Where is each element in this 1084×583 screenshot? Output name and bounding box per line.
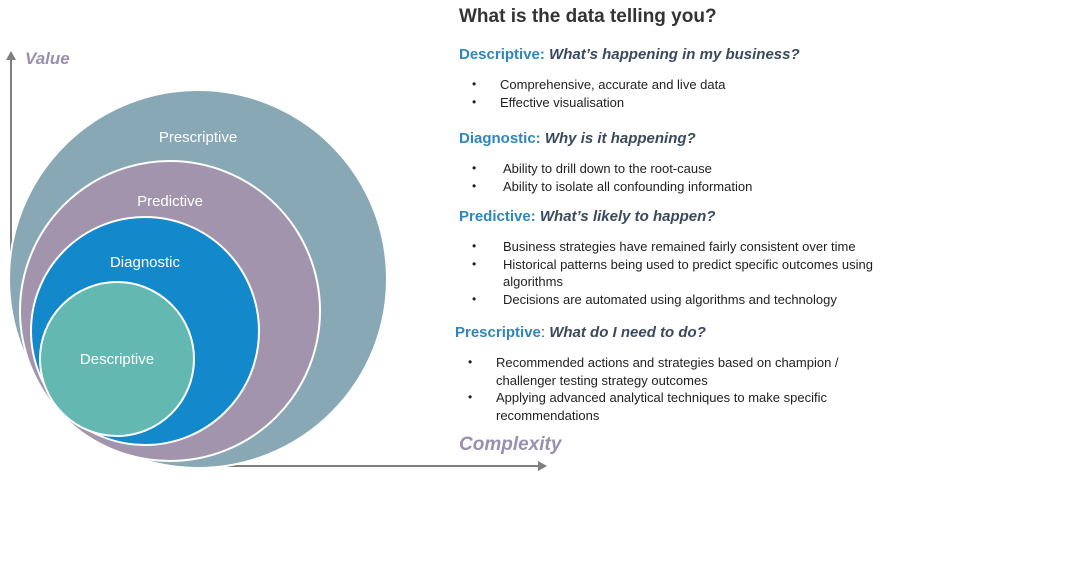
bullet-list: Recommended actions and strategies based…	[455, 354, 875, 424]
y-axis-label: Value	[25, 49, 70, 68]
section-diagnostic: Diagnostic: Why is it happening? Ability…	[459, 130, 919, 195]
list-item: Ability to isolate all confounding infor…	[459, 178, 919, 196]
section-category-colon: :	[540, 324, 546, 341]
label-diagnostic: Diagnostic	[110, 254, 181, 271]
section-category: Predictive:	[459, 208, 536, 225]
list-item: Ability to drill down to the root-cause	[459, 160, 919, 178]
bullet-list: Business strategies have remained fairly…	[459, 238, 879, 308]
list-item: Decisions are automated using algorithms…	[459, 291, 879, 309]
label-predictive: Predictive	[137, 193, 203, 210]
section-question: What’s likely to happen?	[539, 208, 716, 225]
bullet-list: Comprehensive, accurate and live data Ef…	[459, 76, 919, 111]
x-axis-arrowhead	[538, 461, 547, 471]
section-category: Prescriptive:	[455, 324, 545, 341]
label-descriptive: Descriptive	[80, 351, 154, 368]
section-category: Diagnostic:	[459, 130, 541, 147]
section-heading: Prescriptive: What do I need to do?	[455, 324, 915, 342]
list-item: Comprehensive, accurate and live data	[459, 76, 919, 94]
label-prescriptive: Prescriptive	[159, 129, 237, 146]
section-prescriptive: Prescriptive: What do I need to do? Reco…	[455, 324, 915, 424]
section-predictive: Predictive: What’s likely to happen? Bus…	[459, 208, 919, 308]
circle-descriptive	[39, 281, 195, 437]
section-question: What do I need to do?	[549, 324, 706, 341]
list-item: Business strategies have remained fairly…	[459, 238, 879, 256]
section-heading: Predictive: What’s likely to happen?	[459, 208, 919, 226]
section-heading: Diagnostic: Why is it happening?	[459, 130, 919, 148]
list-item: Effective visualisation	[459, 94, 919, 112]
list-item: Recommended actions and strategies based…	[455, 354, 875, 389]
y-axis-arrowhead	[6, 51, 16, 60]
section-question: Why is it happening?	[544, 130, 696, 147]
bullet-list: Ability to drill down to the root-cause …	[459, 160, 919, 195]
section-descriptive: Descriptive: What’s happening in my busi…	[459, 46, 919, 111]
section-category: Descriptive:	[459, 46, 545, 63]
x-axis-label: Complexity	[459, 434, 563, 455]
list-item: Historical patterns being used to predic…	[459, 256, 879, 291]
section-heading: Descriptive: What’s happening in my busi…	[459, 46, 919, 64]
list-item: Applying advanced analytical techniques …	[455, 389, 875, 424]
section-question: What’s happening in my business?	[549, 46, 800, 63]
section-category-text: Prescriptive	[455, 324, 541, 341]
panel-title: What is the data telling you?	[459, 6, 717, 27]
